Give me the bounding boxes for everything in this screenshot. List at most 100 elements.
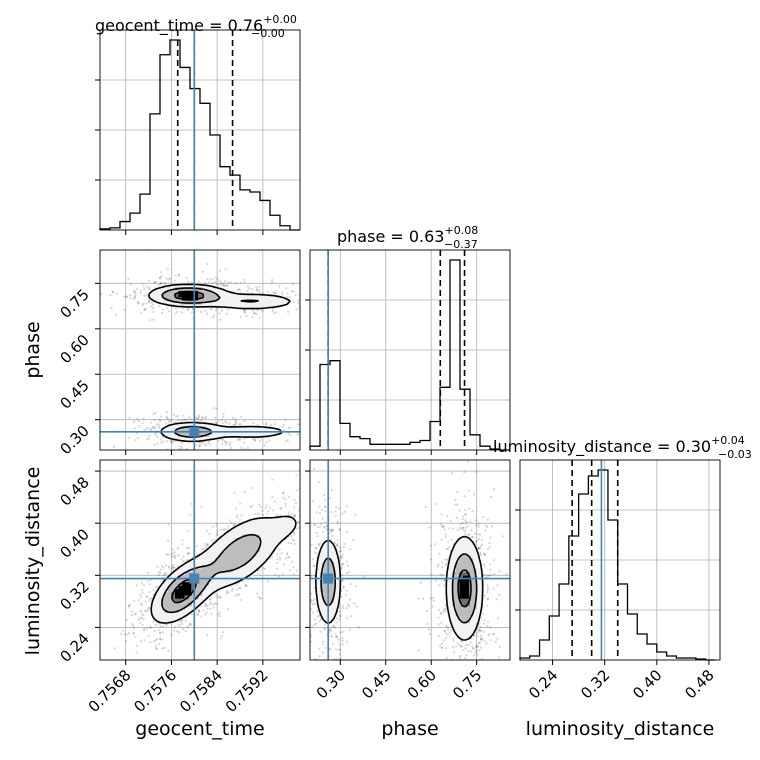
density-fill-1 [245,541,250,546]
sample-point [486,598,489,601]
density-fill-0 [211,554,216,559]
density-peak [178,589,185,596]
density-fill-1 [191,592,196,596]
density-fill-0 [249,561,253,566]
sample-point [221,284,225,287]
density-fill-0 [228,531,233,535]
sample-point [226,284,229,287]
density-fill-1 [191,568,196,573]
density-fill-0 [259,517,264,522]
sample-point [170,440,173,443]
density-fill-0 [184,565,189,569]
sample-point [170,555,174,558]
density-fill-1 [235,565,240,569]
density-fill-0 [177,612,182,617]
density-fill-0 [289,524,294,529]
density-fill-0 [272,531,277,535]
sample-point [167,565,171,568]
density-fill-0 [262,294,267,298]
sample-point [218,420,221,423]
density-fill-0 [283,531,287,535]
sample-point [270,281,274,284]
density-fill-0 [225,531,230,535]
density-fill-0 [181,612,186,617]
density-fill-1 [188,287,192,292]
sample-point [202,609,205,612]
sample-point [483,594,486,597]
density-fill-0 [222,571,226,576]
sample-point [159,438,162,441]
sample-point [278,556,281,559]
sample-point [305,559,307,561]
density-fill-0 [150,609,155,613]
density-fill-0 [211,426,216,431]
sample-point [288,556,291,559]
density-fill-0 [167,612,172,617]
density-fill-0 [276,300,281,305]
sample-point [142,618,145,621]
contour-luminosity-distance-vs-geocent-time-1 [161,533,262,614]
density-fill-1 [252,537,257,542]
sample-point [480,539,484,542]
sample-point [109,294,112,297]
sample-point [197,609,200,612]
sample-point [344,593,348,596]
sample-point [338,550,342,553]
density-fill-1 [211,568,216,573]
density-fill-0 [191,436,196,441]
density-fill-1 [245,551,250,556]
sample-point [489,573,493,577]
sample-point [169,440,172,443]
sample-point [461,522,464,525]
sample-point [444,564,447,567]
density-fill-0 [235,575,240,580]
density-fill-1 [194,585,199,590]
sample-point [157,423,160,426]
sample-point [168,420,171,423]
sample-point [315,547,318,550]
sample-point [303,534,305,536]
density-fill-0 [177,568,182,573]
density-fill-0 [476,585,480,590]
sample-point [251,315,254,319]
sample-point [204,613,207,616]
sample-point [251,288,254,291]
sample-point [345,560,348,563]
sample-point [290,289,293,293]
sample-point [158,642,161,646]
sample-point [256,512,259,515]
density-fill-0 [211,582,216,586]
sample-point [335,635,338,638]
sample-point [137,302,140,305]
density-fill-0 [232,304,236,309]
density-fill-0 [161,609,165,613]
density-fill-0 [472,609,477,613]
density-fill-0 [208,561,213,566]
sample-point [201,270,204,273]
sample-point [217,283,220,286]
sample-point [206,543,209,547]
panel-2d-content-luminosity-distance-vs-geocent-time [100,460,305,660]
sample-point [130,610,134,613]
density-fill-0 [235,568,240,573]
sample-point [301,299,303,301]
sample-point [272,291,275,294]
sample-point [345,640,349,644]
sample-point [254,438,257,442]
sample-point [453,672,455,674]
sample-point [141,623,144,627]
density-fill-0 [211,300,216,305]
sample-point [428,632,432,635]
sample-point [169,420,172,423]
density-fill-0 [316,598,321,603]
sample-point [479,646,482,649]
density-fill-0 [448,602,453,607]
density-fill-0 [320,605,324,610]
sample-point [233,491,236,494]
sample-point [357,626,360,629]
density-fill-1 [222,551,226,556]
sample-point [154,639,157,642]
sample-point [313,623,316,626]
sample-point [127,436,131,439]
density-fill-0 [171,575,175,580]
